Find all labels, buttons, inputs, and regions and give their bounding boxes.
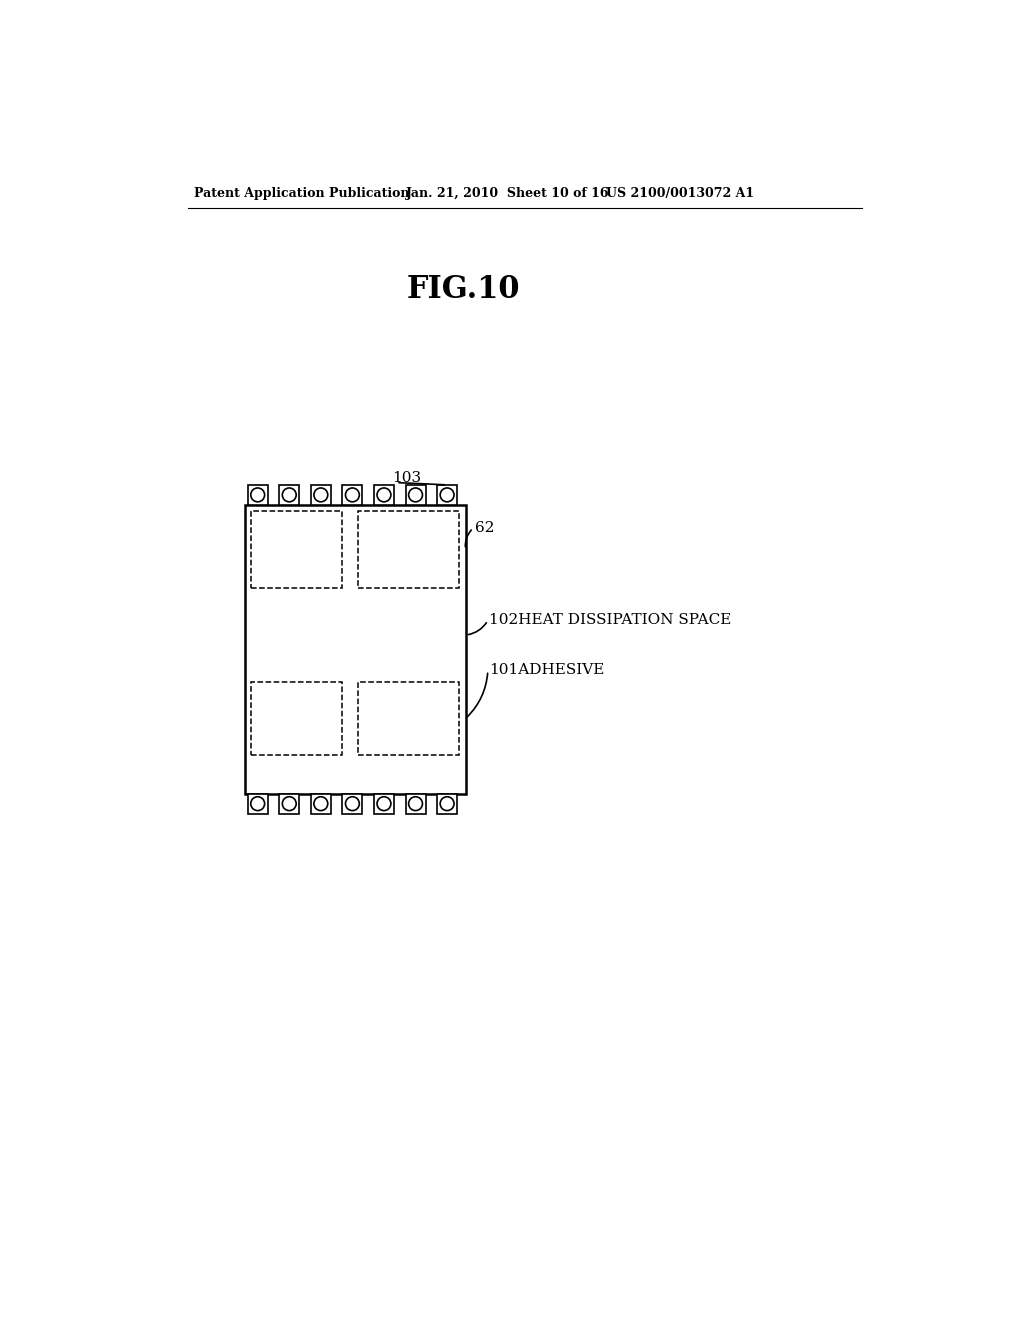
Circle shape xyxy=(345,488,359,502)
Bar xyxy=(406,484,426,506)
Bar xyxy=(342,484,362,506)
Circle shape xyxy=(377,797,391,810)
Bar xyxy=(342,793,362,813)
Bar xyxy=(374,793,394,813)
Text: 101ADHESIVE: 101ADHESIVE xyxy=(489,664,605,677)
Text: 103: 103 xyxy=(392,471,422,484)
Bar xyxy=(374,484,394,506)
Bar xyxy=(358,511,460,589)
Bar xyxy=(358,682,460,755)
Bar xyxy=(248,484,267,506)
Text: Jan. 21, 2010  Sheet 10 of 16: Jan. 21, 2010 Sheet 10 of 16 xyxy=(407,186,609,199)
Circle shape xyxy=(251,797,264,810)
Circle shape xyxy=(409,488,423,502)
Bar xyxy=(311,793,331,813)
Circle shape xyxy=(345,797,359,810)
Bar xyxy=(437,484,457,506)
Circle shape xyxy=(314,797,328,810)
Circle shape xyxy=(440,797,454,810)
Text: Patent Application Publication: Patent Application Publication xyxy=(194,186,410,199)
Circle shape xyxy=(377,488,391,502)
Bar xyxy=(437,793,457,813)
Bar xyxy=(248,793,267,813)
Bar xyxy=(251,682,342,755)
Bar xyxy=(251,511,342,589)
Text: US 2100/0013072 A1: US 2100/0013072 A1 xyxy=(606,186,755,199)
Circle shape xyxy=(409,797,423,810)
Circle shape xyxy=(314,488,328,502)
Bar xyxy=(406,793,426,813)
Bar xyxy=(280,484,299,506)
Bar xyxy=(245,506,466,793)
Text: 62: 62 xyxy=(475,521,495,535)
Circle shape xyxy=(251,488,264,502)
Circle shape xyxy=(283,488,296,502)
Text: FIG.10: FIG.10 xyxy=(407,273,520,305)
Circle shape xyxy=(440,488,454,502)
Circle shape xyxy=(283,797,296,810)
Bar xyxy=(280,793,299,813)
Text: 102HEAT DISSIPATION SPACE: 102HEAT DISSIPATION SPACE xyxy=(489,614,732,627)
Bar xyxy=(311,484,331,506)
